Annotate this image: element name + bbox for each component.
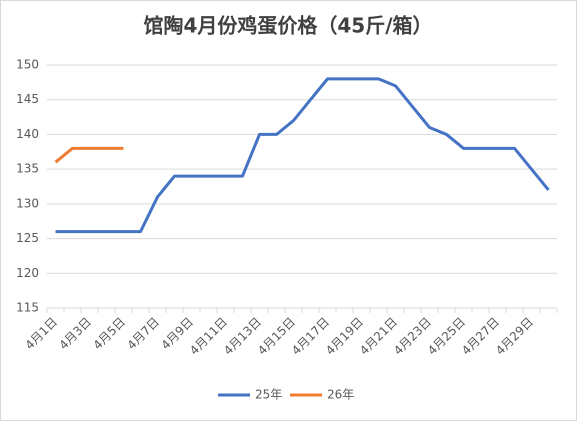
line-series (55, 77, 550, 234)
y-tick-label: 125 (16, 231, 39, 245)
y-tick-label: 130 (16, 196, 39, 210)
y-tick-label: 115 (16, 301, 39, 315)
chart-title: 馆陶4月份鸡蛋价格（45斤/箱） (143, 14, 432, 38)
y-tick-label: 135 (16, 162, 39, 176)
y-tick-label: 150 (16, 58, 39, 72)
line-series (54, 146, 124, 164)
y-tick-label: 140 (16, 127, 39, 141)
legend-label: 25年 (255, 388, 282, 402)
y-tick-label: 120 (16, 266, 39, 280)
legend-label: 26年 (327, 388, 354, 402)
y-tick-label: 145 (16, 92, 39, 106)
